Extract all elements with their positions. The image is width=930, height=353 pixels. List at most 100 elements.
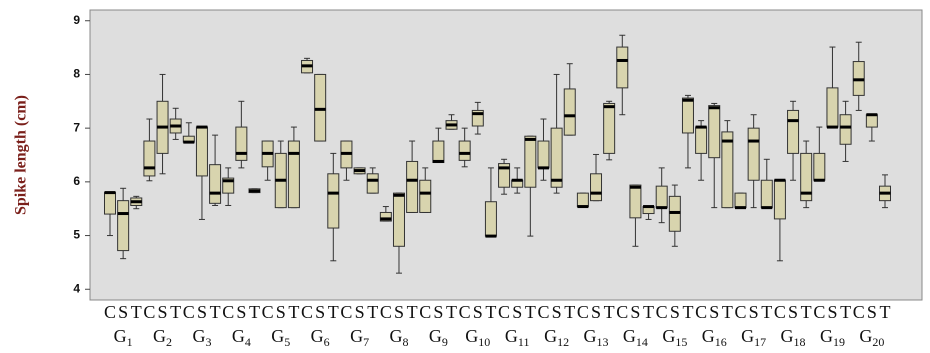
box xyxy=(458,140,471,161)
box xyxy=(406,160,419,213)
y-axis-label: Spike length (cm) xyxy=(13,95,30,215)
x-tick-label: C xyxy=(537,302,549,322)
x-tick-label: S xyxy=(394,302,404,322)
box xyxy=(143,140,156,177)
group-label: G8 xyxy=(389,326,408,349)
x-tick-label: T xyxy=(485,302,496,322)
x-tick-label: S xyxy=(827,302,837,322)
box xyxy=(379,211,392,222)
x-tick-label: S xyxy=(197,302,207,322)
box xyxy=(327,173,340,229)
x-tick-label: T xyxy=(367,302,378,322)
box xyxy=(813,152,826,181)
group-letter: G xyxy=(350,326,363,346)
group-index: 18 xyxy=(794,335,806,349)
y-tick-label: 9 xyxy=(73,13,80,27)
box xyxy=(104,192,116,215)
x-tick-label: S xyxy=(118,302,128,322)
box xyxy=(471,109,484,127)
group-label: G18 xyxy=(781,326,806,349)
x-tick-label: C xyxy=(301,302,313,322)
group-index: 10 xyxy=(478,335,490,349)
x-tick-label: T xyxy=(131,302,142,322)
box xyxy=(603,102,616,154)
group-letter: G xyxy=(584,326,597,346)
group-index: 16 xyxy=(715,335,727,349)
x-tick-label: T xyxy=(249,302,260,322)
x-tick-label: S xyxy=(433,302,443,322)
group-index: 8 xyxy=(402,335,408,349)
box xyxy=(524,135,537,188)
group-label: G15 xyxy=(662,326,687,349)
x-tick-label: C xyxy=(853,302,865,322)
box xyxy=(734,192,747,209)
x-tick-label: C xyxy=(222,302,234,322)
box xyxy=(392,192,405,247)
group-label: G14 xyxy=(623,326,648,349)
group-label: G1 xyxy=(114,326,133,349)
x-tick-label: T xyxy=(840,302,851,322)
x-tick-label: S xyxy=(315,302,325,322)
box xyxy=(550,127,563,188)
x-tick-label: S xyxy=(473,302,483,322)
group-label: G4 xyxy=(232,326,251,349)
group-index: 12 xyxy=(557,335,569,349)
group-label: G3 xyxy=(192,326,211,349)
x-tick-label: C xyxy=(774,302,786,322)
x-tick-label: T xyxy=(446,302,457,322)
group-index: 17 xyxy=(754,335,766,349)
group-letter: G xyxy=(781,326,794,346)
x-tick-label: S xyxy=(591,302,601,322)
box xyxy=(537,140,550,169)
box xyxy=(419,179,432,213)
group-letter: G xyxy=(271,326,284,346)
x-tick-label: C xyxy=(104,302,116,322)
box xyxy=(681,97,694,134)
group-index: 14 xyxy=(636,335,648,349)
x-tick-label: T xyxy=(170,302,181,322)
group-letter: G xyxy=(465,326,478,346)
group-letter: G xyxy=(192,326,205,346)
group-index: 4 xyxy=(245,335,251,349)
x-tick-label: C xyxy=(656,302,668,322)
box xyxy=(787,109,800,154)
x-tick-label: T xyxy=(328,302,339,322)
group-index: 2 xyxy=(166,335,172,349)
box xyxy=(695,126,708,154)
group-index: 15 xyxy=(675,335,687,349)
group-label: G13 xyxy=(584,326,609,349)
x-tick-label: C xyxy=(380,302,392,322)
x-tick-label: S xyxy=(788,302,798,322)
group-letter: G xyxy=(820,326,833,346)
x-tick-label: C xyxy=(459,302,471,322)
y-tick-label: 7 xyxy=(73,120,80,134)
box xyxy=(655,185,668,209)
box xyxy=(563,88,576,136)
group-letter: G xyxy=(311,326,324,346)
box xyxy=(616,46,629,89)
group-label: G2 xyxy=(153,326,172,349)
box xyxy=(760,179,773,209)
group-index: 13 xyxy=(597,335,609,349)
box xyxy=(222,177,235,194)
x-tick-label: C xyxy=(695,302,707,322)
group-index: 6 xyxy=(324,335,330,349)
box xyxy=(235,126,248,161)
group-label: G11 xyxy=(505,326,530,349)
group-label: G7 xyxy=(350,326,369,349)
group-letter: G xyxy=(153,326,166,346)
group-index: 19 xyxy=(833,335,845,349)
x-tick-label: C xyxy=(577,302,589,322)
x-tick-label: S xyxy=(276,302,286,322)
x-tick-label: S xyxy=(709,302,719,322)
box xyxy=(314,73,327,142)
x-tick-label: C xyxy=(183,302,195,322)
group-letter: G xyxy=(702,326,715,346)
box xyxy=(708,105,721,159)
box xyxy=(773,179,786,220)
x-tick-label: S xyxy=(630,302,640,322)
x-tick-label: T xyxy=(880,302,891,322)
box xyxy=(800,152,813,202)
x-tick-label: T xyxy=(722,302,733,322)
